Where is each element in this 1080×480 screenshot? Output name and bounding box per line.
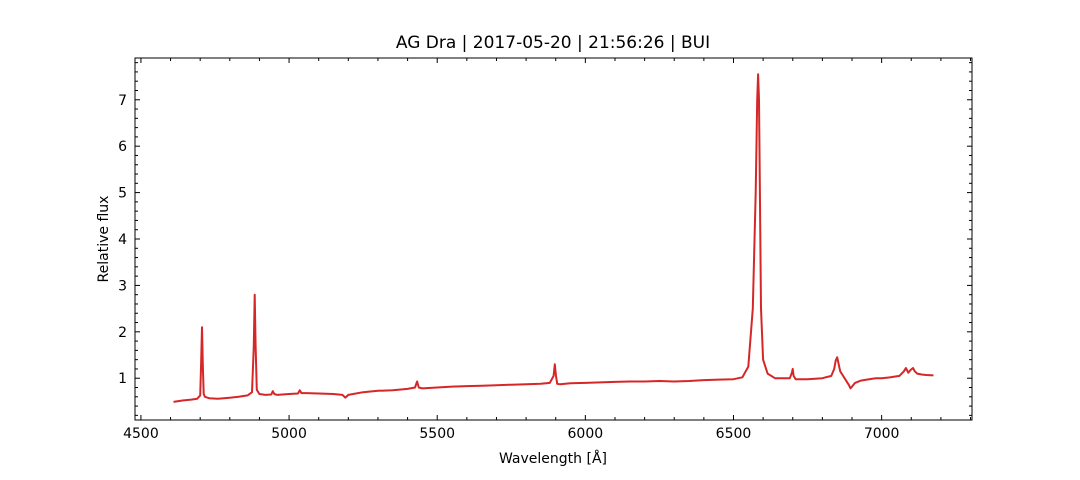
y-tick-label: 3 [118,278,127,294]
y-tick-label: 2 [118,325,127,341]
y-tick-label: 6 [118,139,127,155]
x-tick-label: 4500 [123,426,159,442]
axis-ticks: 4500 5000 5500 6000 6500 7000 1 2 3 4 5 6 7 [118,58,972,442]
y-tick-label: 7 [118,93,127,109]
y-tick-label: 4 [118,232,127,248]
x-tick-label: 6500 [716,426,752,442]
x-tick-label: 6000 [568,426,604,442]
chart-title: AG Dra | 2017-05-20 | 21:56:26 | BUI [396,33,710,53]
x-tick-label: 5500 [419,426,455,442]
plot-frame [134,57,973,421]
y-tick-label: 1 [118,371,127,387]
x-tick-label: 5000 [271,426,307,442]
y-axis-label: Relative flux [96,196,112,283]
y-axis-label-group: Relative flux [96,196,112,283]
y-tick-label: 5 [118,186,127,202]
spectrum-series-line [173,73,934,403]
x-axis-label: Wavelength [Å] [499,450,607,467]
x-tick-label: 7000 [864,426,900,442]
